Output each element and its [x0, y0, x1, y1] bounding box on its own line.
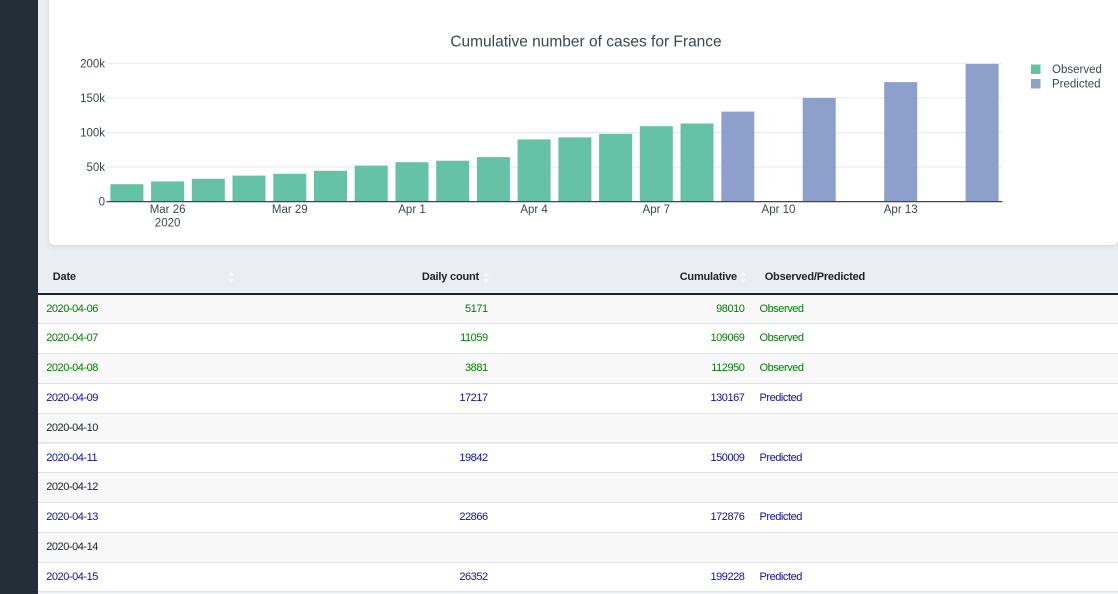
svg-text:Apr 10: Apr 10 [762, 204, 796, 216]
svg-text:Apr 13: Apr 13 [884, 204, 918, 216]
svg-text:Apr 4: Apr 4 [520, 204, 548, 216]
svg-text:0: 0 [99, 197, 105, 209]
svg-text:Observed: Observed [1052, 64, 1102, 76]
svg-text:Mar 29: Mar 29 [272, 204, 308, 216]
svg-text:Apr 7: Apr 7 [643, 204, 671, 216]
svg-text:50k: 50k [86, 162, 105, 174]
svg-text:150k: 150k [80, 93, 105, 105]
svg-text:Cumulative number of cases for: Cumulative number of cases for France [450, 34, 721, 51]
svg-text:Apr 1: Apr 1 [398, 204, 426, 216]
svg-text:200k: 200k [80, 58, 105, 70]
svg-text:Mar 26: Mar 26 [150, 204, 186, 216]
svg-text:100k: 100k [80, 128, 105, 140]
svg-text:Predicted: Predicted [1052, 79, 1101, 91]
svg-text:2020: 2020 [155, 217, 181, 229]
